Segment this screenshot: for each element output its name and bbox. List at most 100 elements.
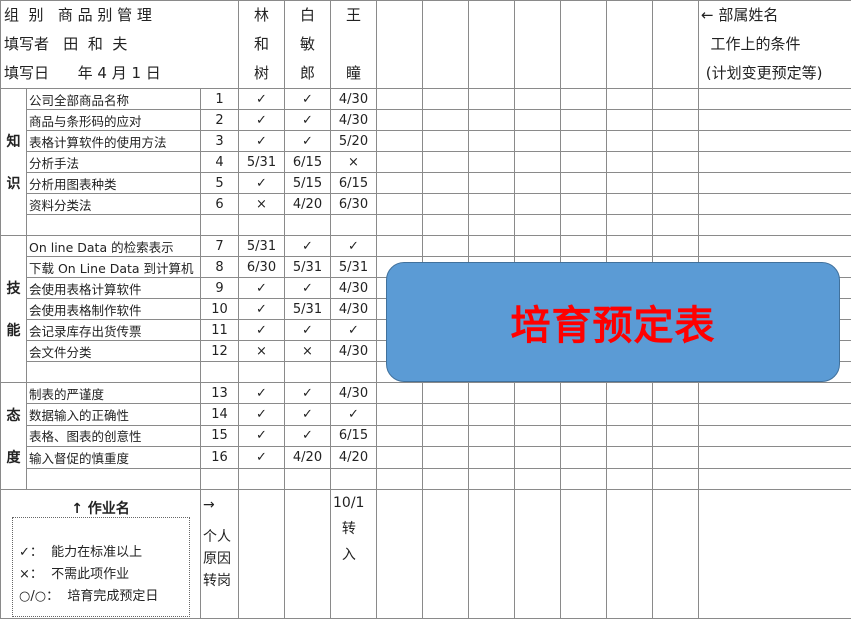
blank-cell	[422, 467, 469, 491]
blank-cell	[560, 424, 607, 448]
blank-cell	[468, 446, 515, 469]
category-cell: 态度	[0, 382, 27, 490]
task-number: 4	[200, 151, 239, 173]
blank-cell	[606, 235, 653, 257]
table-row: 表格、图表的创意性 15 ✓ ✓ 6/15	[1, 424, 851, 448]
blank-cell	[606, 0, 653, 89]
footer-row: ↑ 作业名 ✓： 能力在标准以上 ×： 不需此项作业 ○/○： 培育完成预定日 → 个人原…	[0, 489, 851, 619]
status-cell: 6/30	[330, 193, 377, 215]
status-cell: 4/30	[330, 298, 377, 320]
status-cell: 4/30	[330, 109, 377, 131]
blank-cell	[560, 88, 607, 110]
name-char: 瞳	[345, 64, 361, 82]
notes-line: 工作上的条件	[701, 35, 801, 53]
category-char: 能	[6, 323, 21, 339]
task-number: 16	[200, 446, 239, 469]
blank-cell	[376, 172, 423, 194]
blank-cell	[376, 151, 423, 173]
status-cell: ×	[238, 340, 285, 362]
blank-cell	[422, 151, 469, 173]
task-name: 输入督促的慎重度	[26, 446, 201, 469]
blank-cell	[422, 403, 469, 426]
blank-cell	[514, 424, 561, 448]
category-char: 度	[6, 450, 21, 466]
blank-cell	[514, 235, 561, 257]
legend: ↑ 作业名 ✓： 能力在标准以上 ×： 不需此项作业 ○/○： 培育完成预定日	[0, 489, 201, 619]
status-cell: ✓	[238, 298, 285, 320]
blank-cell	[652, 446, 699, 469]
blank-cell	[652, 235, 699, 257]
blank-cell	[514, 0, 561, 89]
status-cell	[238, 467, 285, 491]
person3-note: 10/1 转 入	[330, 489, 377, 619]
status-cell: ✓	[284, 403, 331, 426]
blank-cell	[376, 109, 423, 131]
blank-cell	[468, 424, 515, 448]
task-name: 商品与条形码的应对	[26, 109, 201, 131]
table-row: 技能 On line Data 的检索表示 7 5/31 ✓ ✓	[0, 235, 851, 383]
task-name: 分析用图表种类	[26, 172, 201, 194]
blank-cell	[652, 381, 699, 405]
blank-cell	[652, 109, 699, 131]
task-number	[200, 214, 239, 236]
notes-cell	[698, 193, 851, 215]
legend-item: ✓： 能力在标准以上	[19, 545, 143, 560]
blank-cell	[376, 235, 423, 257]
name-char: 敏	[299, 35, 315, 53]
blank-cell	[422, 130, 469, 152]
table-row: 数据输入的正确性 14 ✓ ✓ ✓	[1, 403, 851, 426]
blank-cell	[468, 109, 515, 131]
note-line: 10/1	[333, 495, 365, 511]
table-row: 分析手法 4 5/31 6/15 ×	[1, 151, 851, 173]
task-number	[200, 361, 239, 383]
blank-cell	[652, 172, 699, 194]
table-row: 输入督促的慎重度 16 ✓ 4/20 4/20	[1, 446, 851, 469]
status-cell: ✓	[284, 319, 331, 341]
status-cell: 4/20	[284, 193, 331, 215]
blank-cell	[560, 109, 607, 131]
name-char: 郎	[299, 64, 315, 82]
status-cell: 5/31	[330, 256, 377, 278]
task-number: 13	[200, 381, 239, 405]
table-row: 知识公司全部商品名称 1 ✓ ✓ 4/30	[0, 88, 851, 236]
notes-cell	[698, 467, 851, 491]
transfer-note: → 个人 原因 转岗	[200, 489, 239, 619]
category-char: 知	[6, 134, 21, 150]
status-cell: ✓	[284, 424, 331, 448]
status-cell	[238, 214, 285, 236]
task-name: 制表的严谨度	[26, 381, 201, 405]
blank-cell	[606, 424, 653, 448]
status-cell: 5/31	[238, 151, 285, 173]
note-line: 原因	[203, 551, 231, 567]
group-line: 组 别 商 品 别 管 理	[4, 6, 152, 24]
notes-line: (计划变更预定等)	[701, 64, 823, 82]
legend-item: ○/○： 培育完成预定日	[19, 589, 159, 604]
blank-cell	[422, 172, 469, 194]
table-row	[1, 467, 851, 491]
blank-cell	[652, 151, 699, 173]
name-char: 林	[253, 6, 269, 24]
notes-cell	[698, 109, 851, 131]
blank-cell	[468, 193, 515, 215]
blank-cell	[606, 214, 653, 236]
task-number: 8	[200, 256, 239, 278]
task-name: 公司全部商品名称	[26, 88, 201, 110]
banner-title: 培育预定表	[510, 303, 716, 349]
task-name	[26, 467, 201, 491]
status-cell: ✓	[238, 424, 285, 448]
task-number: 1	[200, 88, 239, 110]
legend-item: ×： 不需此项作业	[19, 567, 130, 582]
status-cell: 4/30	[330, 88, 377, 110]
blank-cell	[376, 381, 423, 405]
blank-cell	[284, 489, 331, 619]
status-cell: ✓	[284, 88, 331, 110]
status-cell: 5/31	[238, 235, 285, 257]
notes-cell	[698, 489, 851, 619]
blank-cell	[652, 489, 699, 619]
status-cell: 6/15	[330, 424, 377, 448]
task-number: 7	[200, 235, 239, 257]
blank-cell	[376, 214, 423, 236]
status-cell: 5/15	[284, 172, 331, 194]
notes-cell	[698, 235, 851, 257]
task-name: 分析手法	[26, 151, 201, 173]
